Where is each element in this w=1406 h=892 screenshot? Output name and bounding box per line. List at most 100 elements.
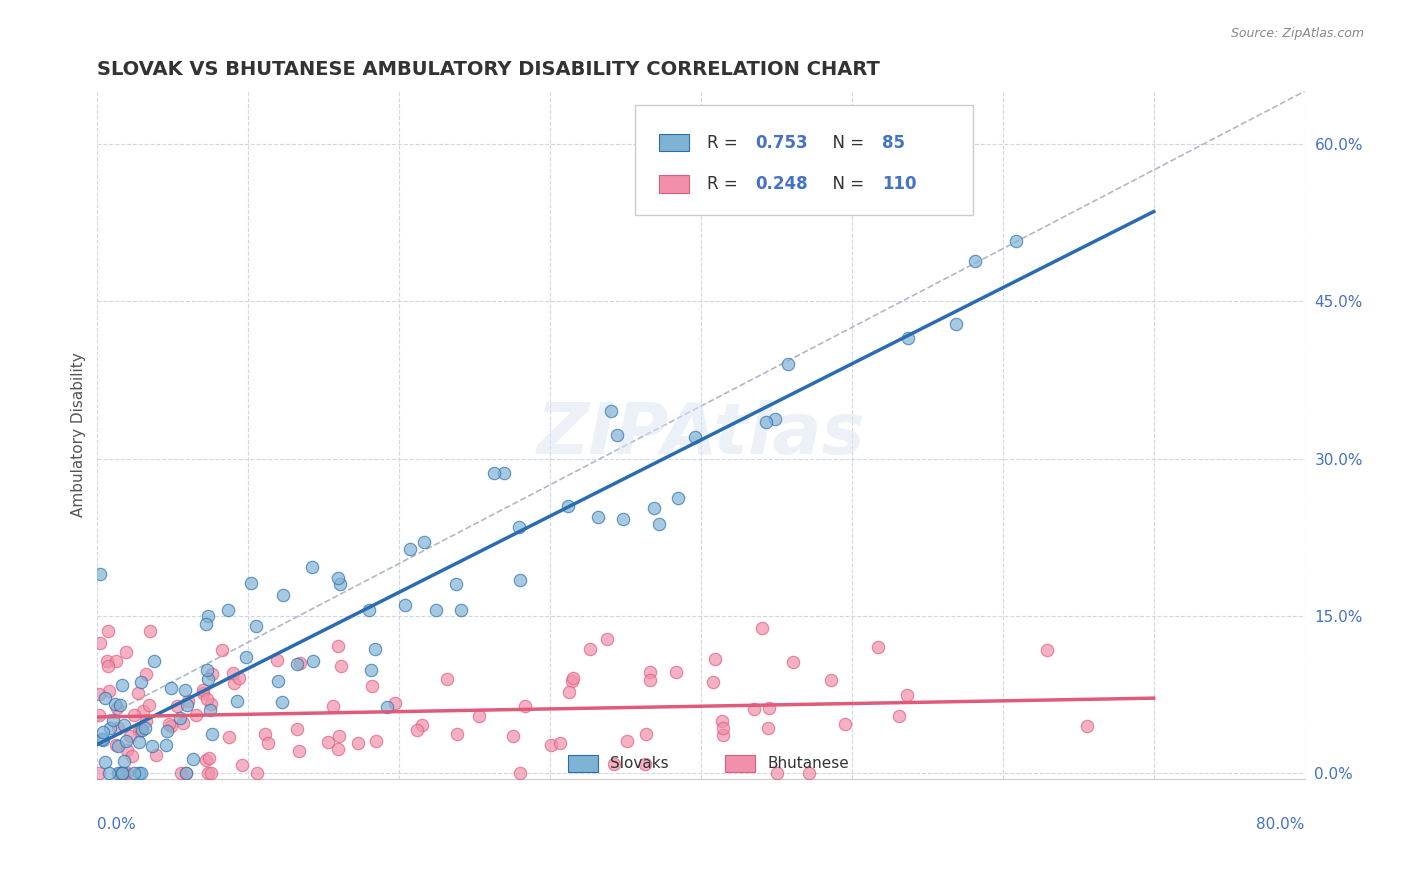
Point: [89, 567, 111, 582]
Text: 110: 110: [882, 175, 917, 193]
Point: [122, 766, 145, 780]
Point: [197, 609, 219, 624]
Point: [104, 738, 127, 752]
Point: [446, 577, 468, 591]
Point: [586, 510, 609, 524]
Point: [776, 357, 799, 371]
Point: [218, 730, 240, 744]
Point: [170, 766, 193, 780]
Point: [665, 665, 688, 680]
Point: [329, 577, 352, 591]
Point: [198, 751, 221, 765]
Point: [222, 665, 245, 680]
Point: [128, 766, 150, 780]
Point: [540, 739, 562, 753]
Point: [285, 657, 308, 671]
Point: [364, 642, 387, 657]
Point: [194, 753, 217, 767]
Point: [557, 684, 579, 698]
Point: [87, 687, 110, 701]
Point: [129, 766, 152, 780]
Point: [145, 748, 167, 763]
Point: [600, 404, 623, 418]
Point: [112, 766, 135, 780]
Point: [96, 654, 118, 668]
Text: Source: ZipAtlas.com: Source: ZipAtlas.com: [1230, 27, 1364, 40]
Point: [509, 766, 531, 780]
Point: [195, 691, 218, 706]
Point: [195, 663, 218, 677]
Point: [509, 573, 531, 587]
Point: [200, 766, 222, 780]
Point: [225, 693, 247, 707]
Text: 0.753: 0.753: [755, 134, 808, 152]
Point: [177, 694, 200, 708]
Point: [173, 683, 195, 698]
Point: [129, 723, 152, 737]
FancyBboxPatch shape: [659, 176, 689, 193]
Point: [129, 675, 152, 690]
Point: [513, 698, 536, 713]
Point: [797, 766, 820, 780]
Text: 0.0%: 0.0%: [97, 817, 136, 832]
Point: [132, 704, 155, 718]
Point: [134, 721, 156, 735]
Point: [105, 700, 128, 714]
Point: [413, 534, 436, 549]
Point: [288, 657, 311, 671]
Point: [176, 698, 198, 712]
Point: [115, 645, 138, 659]
Point: [364, 734, 387, 748]
Point: [174, 766, 197, 780]
FancyBboxPatch shape: [725, 755, 755, 772]
Point: [94, 755, 117, 769]
Point: [115, 766, 138, 780]
Point: [643, 501, 665, 516]
FancyBboxPatch shape: [568, 755, 599, 772]
Point: [328, 571, 350, 585]
Point: [104, 697, 127, 711]
Point: [174, 766, 197, 780]
Point: [328, 729, 350, 743]
Point: [98, 721, 121, 735]
Point: [160, 681, 183, 695]
Point: [118, 729, 141, 743]
Point: [1076, 719, 1098, 733]
Point: [128, 735, 150, 749]
Point: [425, 603, 447, 617]
Point: [638, 665, 661, 680]
Point: [97, 684, 120, 698]
Text: N =: N =: [821, 175, 869, 193]
Point: [141, 739, 163, 753]
Point: [218, 603, 240, 617]
Point: [169, 711, 191, 725]
Point: [561, 671, 583, 685]
Point: [755, 415, 778, 429]
Point: [384, 696, 406, 710]
Text: Bhutanese: Bhutanese: [768, 756, 849, 771]
Point: [603, 756, 626, 771]
Point: [361, 679, 384, 693]
Point: [666, 491, 689, 505]
Point: [157, 716, 180, 731]
Point: [945, 317, 967, 331]
Point: [197, 766, 219, 780]
Point: [1005, 234, 1028, 248]
Point: [160, 719, 183, 733]
Text: R =: R =: [707, 175, 742, 193]
Point: [321, 699, 343, 714]
Point: [834, 716, 856, 731]
Point: [87, 766, 110, 780]
Point: [683, 429, 706, 443]
Point: [135, 667, 157, 681]
Point: [107, 739, 129, 753]
Point: [765, 766, 787, 780]
Point: [253, 727, 276, 741]
Point: [246, 766, 269, 780]
Point: [89, 635, 111, 649]
Point: [211, 642, 233, 657]
Point: [648, 516, 671, 531]
Point: [782, 656, 804, 670]
Point: [494, 467, 516, 481]
Point: [375, 700, 398, 714]
